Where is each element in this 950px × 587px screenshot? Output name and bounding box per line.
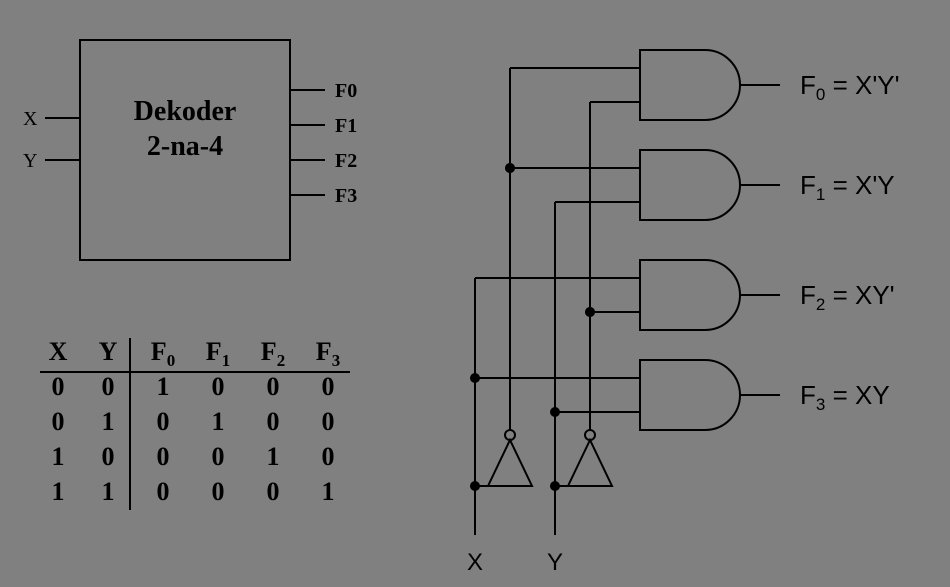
tt-cell-1-5: 0 (322, 407, 335, 436)
tt-header-2: F0 (151, 337, 175, 370)
tt-cell-2-1: 0 (102, 442, 115, 471)
tt-header-5: F3 (316, 337, 340, 370)
block-title-1: Dekoder (134, 96, 237, 127)
tt-cell-2-4: 1 (267, 442, 280, 471)
circuit-input-Y: Y (547, 549, 563, 576)
block-output-F3: F3 (335, 185, 357, 207)
block-input-X: X (23, 108, 38, 130)
and-gate (640, 260, 740, 330)
block-input-Y: Y (23, 150, 37, 172)
and-gate (640, 150, 740, 220)
tt-header-1: Y (99, 337, 118, 366)
tt-cell-0-0: 0 (52, 372, 65, 401)
not-gate (568, 440, 612, 486)
tt-cell-3-5: 1 (322, 477, 335, 506)
block-title-2: 2-na-4 (147, 131, 223, 162)
tt-cell-1-1: 1 (102, 407, 115, 436)
tt-cell-0-3: 0 (212, 372, 225, 401)
tt-cell-1-0: 0 (52, 407, 65, 436)
and-gate (640, 360, 740, 430)
tt-cell-3-1: 1 (102, 477, 115, 506)
tt-cell-3-4: 0 (267, 477, 280, 506)
tt-cell-2-3: 0 (212, 442, 225, 471)
tt-cell-2-2: 0 (157, 442, 170, 471)
tt-cell-2-5: 0 (322, 442, 335, 471)
not-gate (488, 440, 532, 486)
tt-cell-1-4: 0 (267, 407, 280, 436)
tt-header-4: F2 (261, 337, 285, 370)
tt-cell-1-2: 0 (157, 407, 170, 436)
tt-cell-0-5: 0 (322, 372, 335, 401)
tt-cell-1-3: 1 (212, 407, 225, 436)
gate-output-label-2: F2 = XY' (800, 280, 895, 314)
tt-cell-3-3: 0 (212, 477, 225, 506)
tt-header-3: F1 (206, 337, 230, 370)
block-output-F0: F0 (335, 80, 357, 102)
tt-cell-0-1: 0 (102, 372, 115, 401)
block-output-F2: F2 (335, 150, 357, 172)
gate-output-label-0: F0 = X'Y' (800, 70, 900, 104)
tt-header-0: X (49, 337, 68, 366)
tt-cell-0-2: 1 (157, 372, 170, 401)
circuit-input-X: X (467, 549, 483, 576)
and-gate (640, 50, 740, 120)
tt-cell-2-0: 1 (52, 442, 65, 471)
tt-cell-0-4: 0 (267, 372, 280, 401)
tt-cell-3-2: 0 (157, 477, 170, 506)
gate-output-label-3: F3 = XY (800, 380, 890, 414)
tt-cell-3-0: 1 (52, 477, 65, 506)
gate-output-label-1: F1 = X'Y (800, 170, 895, 204)
block-output-F1: F1 (335, 115, 357, 137)
